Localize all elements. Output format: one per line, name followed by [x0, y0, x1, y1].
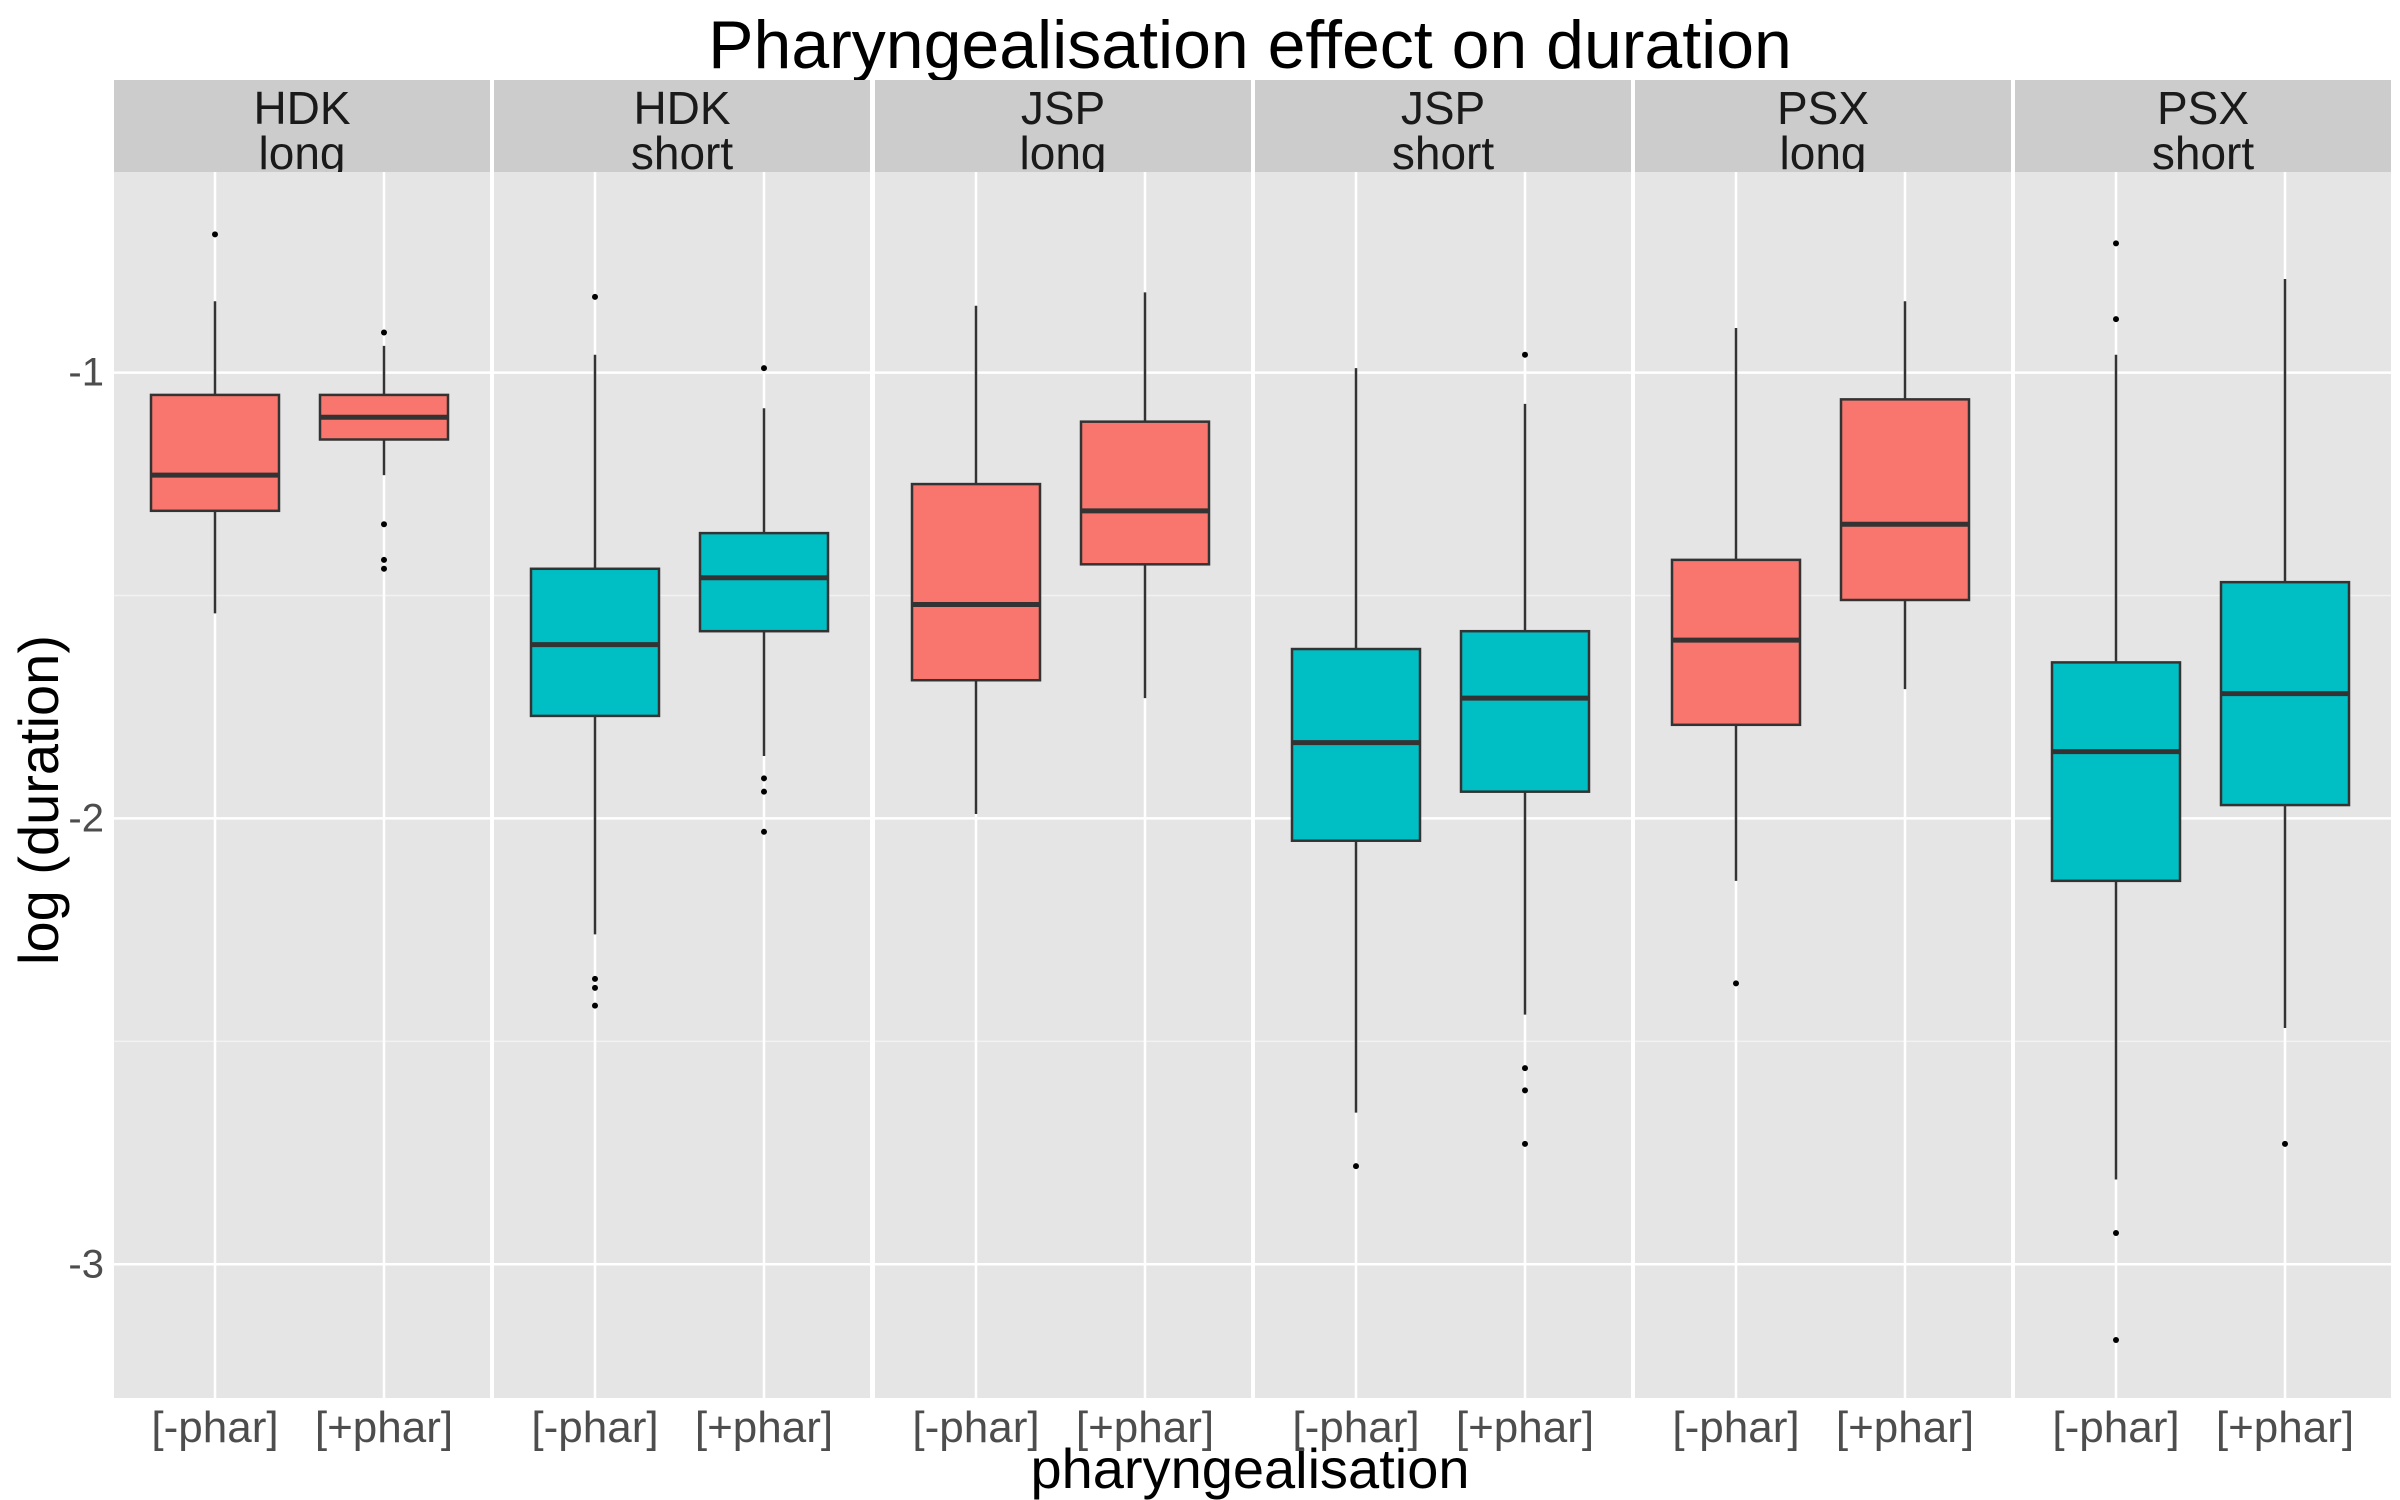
box-minus-phar: [149, 231, 281, 614]
y-tick-labels: -1 -2 -3: [68, 351, 104, 1287]
box-plus-phar: [1839, 301, 1971, 690]
box-plus-phar: [318, 329, 450, 572]
box-plus-phar: [2219, 278, 2351, 1147]
x-tick-label: [+phar]: [2216, 1403, 2354, 1452]
x-tick-label: [-phar]: [1672, 1403, 1799, 1452]
outlier-point: [592, 984, 598, 991]
outlier-point: [2282, 1140, 2288, 1147]
facet-strip: [2015, 80, 2391, 172]
facet-strip-label: PSX: [2157, 82, 2249, 134]
box-iqr: [1839, 398, 1971, 602]
panel-background: [114, 172, 490, 1398]
outlier-point: [1522, 1065, 1528, 1072]
facet-strip-label: long: [259, 127, 346, 179]
facet-strip-label: short: [2152, 127, 2254, 179]
outlier-point: [1353, 1163, 1359, 1170]
facet-strip-label: short: [631, 127, 733, 179]
box-minus-phar: [2050, 240, 2182, 1344]
box-iqr: [1079, 420, 1211, 566]
y-tick-label: -1: [68, 351, 104, 395]
outlier-point: [1522, 1140, 1528, 1147]
outlier-point: [761, 788, 767, 795]
facet-strip-label: short: [1392, 127, 1494, 179]
outlier-point: [1522, 351, 1528, 358]
facet-strip-label: JSP: [1401, 82, 1485, 134]
x-tick-label: [-phar]: [151, 1403, 278, 1452]
outlier-point: [761, 775, 767, 782]
facet-strip: [494, 80, 870, 172]
box-minus-phar: [1670, 328, 1802, 987]
outlier-point: [1522, 1087, 1528, 1094]
facet-strip-label: HDK: [253, 82, 350, 134]
x-tick-label: [-phar]: [531, 1403, 658, 1452]
x-tick-label: [+phar]: [1456, 1403, 1594, 1452]
box-iqr: [910, 482, 1042, 682]
outlier-point: [592, 293, 598, 300]
facet-strip: [1255, 80, 1631, 172]
x-tick-label: [+phar]: [1836, 1403, 1974, 1452]
facet-strip: [1635, 80, 2011, 172]
y-tick-label: -3: [68, 1242, 104, 1286]
facet-strip-label: long: [1780, 127, 1867, 179]
outlier-point: [2113, 1230, 2119, 1237]
outlier-point: [592, 975, 598, 982]
x-tick-label: [+phar]: [1076, 1403, 1214, 1452]
box-plus-phar: [1079, 292, 1211, 699]
x-tick-label: [-phar]: [2052, 1403, 2179, 1452]
x-tick-label: [-phar]: [1292, 1403, 1419, 1452]
outlier-point: [381, 329, 387, 336]
outlier-point: [381, 521, 387, 528]
x-tick-label: [+phar]: [315, 1403, 453, 1452]
box-iqr: [1459, 629, 1591, 793]
panel-background: [494, 172, 870, 1398]
outlier-point: [592, 1002, 598, 1009]
box-plus-phar: [698, 365, 830, 835]
box-minus-phar: [910, 305, 1042, 814]
outlier-point: [381, 565, 387, 572]
box-iqr: [698, 531, 830, 633]
y-tick-label: -2: [68, 796, 104, 840]
outlier-point: [2113, 240, 2119, 247]
panel-background: [875, 172, 1251, 1398]
facet-strip-label: HDK: [633, 82, 730, 134]
outlier-point: [381, 556, 387, 563]
box-minus-phar: [529, 293, 661, 1009]
outlier-point: [761, 828, 767, 835]
facet-strip-label: long: [1020, 127, 1107, 179]
chart-title: Pharyngealisation effect on duration: [708, 7, 1792, 83]
outlier-point: [761, 365, 767, 372]
facet-strip: [875, 80, 1251, 172]
y-axis-label: log (duration): [7, 635, 70, 965]
x-tick-label: [-phar]: [912, 1403, 1039, 1452]
outlier-point: [2113, 316, 2119, 323]
outlier-point: [2113, 1337, 2119, 1344]
outlier-point: [212, 231, 218, 238]
box-iqr: [149, 393, 281, 513]
facet-strip-label: PSX: [1777, 82, 1869, 134]
x-axis-label: pharyngealisation: [1031, 1437, 1470, 1500]
box-plus-phar: [1459, 351, 1591, 1147]
facet-strip: [114, 80, 490, 172]
facet-strip-label: JSP: [1021, 82, 1105, 134]
outlier-point: [1733, 980, 1739, 987]
box-minus-phar: [1290, 368, 1422, 1170]
box-iqr: [2050, 661, 2182, 883]
panel-background: [1635, 172, 2011, 1398]
x-tick-label: [+phar]: [695, 1403, 833, 1452]
